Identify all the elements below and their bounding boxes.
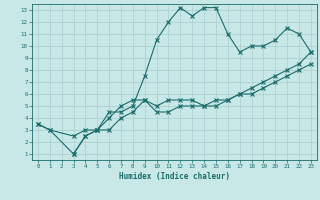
X-axis label: Humidex (Indice chaleur): Humidex (Indice chaleur)	[119, 172, 230, 181]
